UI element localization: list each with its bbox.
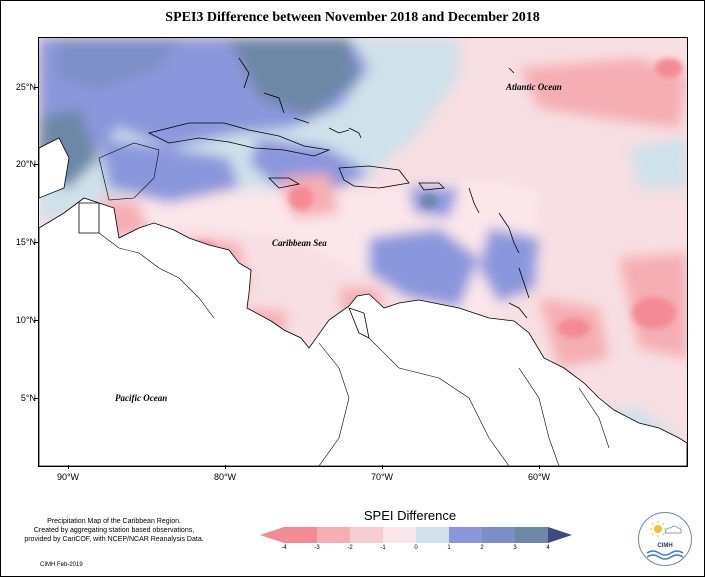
legend-tick-label: 0 (414, 545, 418, 551)
blue-zone-gulf (59, 38, 179, 88)
bermuda (508, 67, 515, 74)
cayman (348, 127, 362, 139)
lon-label: 80°W (213, 472, 237, 482)
lat-tick (34, 87, 38, 88)
jamaica-outline (268, 177, 301, 189)
legend-tick-label: 1 (447, 545, 451, 551)
mexico-land (39, 137, 70, 199)
bahamas-2 (263, 92, 285, 114)
legend-swatch (317, 527, 351, 543)
legend-tick-label: 3 (513, 545, 517, 551)
lat-tick (34, 164, 38, 165)
legend-swatch (284, 527, 318, 543)
legend-tick-label: -2 (347, 545, 353, 551)
lat-tick (34, 320, 38, 321)
legend-swatch (383, 527, 417, 543)
legend-arrow-high (548, 527, 572, 543)
lat-label: 20°N (15, 159, 36, 169)
lon-tick (382, 465, 383, 469)
legend-tick-label: -3 (314, 545, 320, 551)
legend-title: SPEI Difference (363, 508, 457, 523)
belize-land (78, 202, 100, 234)
border-guyana (518, 367, 560, 466)
dark-spot-haiti (421, 194, 437, 208)
legend-swatch (350, 527, 384, 543)
legend-swatch (515, 527, 549, 543)
pacific-ocean-label: Pacific Ocean (115, 393, 168, 403)
map-title: SPEI3 Difference between November 2018 a… (165, 10, 540, 25)
light-blue-zone-east (629, 138, 687, 188)
legend-swatch (482, 527, 516, 543)
trinidad (508, 302, 528, 319)
blue-zone-cuba (249, 138, 369, 188)
red-spot-atlantic (655, 58, 683, 78)
cimh-logo: CIMH (638, 512, 692, 566)
lat-tick (34, 398, 38, 399)
red-spot-south (558, 318, 590, 338)
lesser-antilles-2 (498, 212, 520, 254)
lat-tick (34, 242, 38, 243)
legend-tick-label: -4 (281, 545, 287, 551)
pink-zone-atlantic (519, 58, 687, 128)
lesser-antilles-3 (518, 267, 530, 299)
caption-line: Precipitation Map of the Caribbean Regio… (47, 518, 181, 525)
legend-tick-label: -1 (380, 545, 386, 551)
lat-label: 15°N (15, 237, 36, 247)
dark-zone-bahamas (229, 38, 359, 118)
cuba-outline (147, 122, 331, 157)
lat-label: 25°N (15, 82, 36, 92)
red-spot-east (632, 297, 676, 329)
caption-line: Created by aggregating station based obs… (33, 527, 195, 534)
legend-tick-label: 2 (480, 545, 484, 551)
lon-label: 90°W (56, 472, 80, 482)
lon-tick (539, 465, 540, 469)
caption-line: provided by CariCOF, with NCEP/NCAR Rean… (24, 536, 204, 543)
credit-text: CIMH Feb-2019 (40, 562, 83, 568)
lon-label: 60°W (527, 472, 551, 482)
logo-text: CIMH (657, 543, 673, 549)
legend-tick-label: 4 (546, 545, 550, 551)
legend-swatch (449, 527, 483, 543)
spei-map (38, 37, 688, 467)
country-borders (98, 232, 610, 466)
atlantic-ocean-label: Atlantic Ocean (506, 82, 562, 92)
land-masses (39, 122, 687, 466)
border-colombia (318, 342, 350, 466)
map-caption: Precipitation Map of the Caribbean Regio… (14, 517, 214, 544)
turks-caicos (328, 127, 350, 134)
lon-tick (225, 465, 226, 469)
bahamas-1 (238, 57, 250, 89)
legend-swatch (416, 527, 450, 543)
bahamas-3 (293, 117, 310, 124)
sun-cloud-wave-logo-icon (646, 521, 684, 560)
border-central-america (98, 232, 215, 319)
lat-label: 10°N (15, 315, 36, 325)
hispaniola-outline (338, 165, 410, 189)
lon-tick (68, 465, 69, 469)
lesser-antilles-1 (468, 187, 480, 214)
legend-colorbar (260, 527, 572, 543)
yucatan-coast (98, 142, 160, 201)
island-outlines (238, 57, 530, 319)
border-suriname (578, 387, 610, 449)
red-spot-jamaica (289, 186, 313, 210)
border-venezuela (368, 337, 510, 466)
lat-label: 5°N (20, 393, 36, 403)
legend-arrow-low (260, 527, 284, 543)
puerto-rico-outline (418, 182, 445, 191)
caribbean-sea-label: Caribbean Sea (272, 238, 327, 248)
blue-zone-caribbean (369, 228, 479, 308)
blue-zone-yucatan (99, 138, 239, 203)
lon-label: 70°W (370, 472, 394, 482)
map-canvas (39, 38, 687, 466)
